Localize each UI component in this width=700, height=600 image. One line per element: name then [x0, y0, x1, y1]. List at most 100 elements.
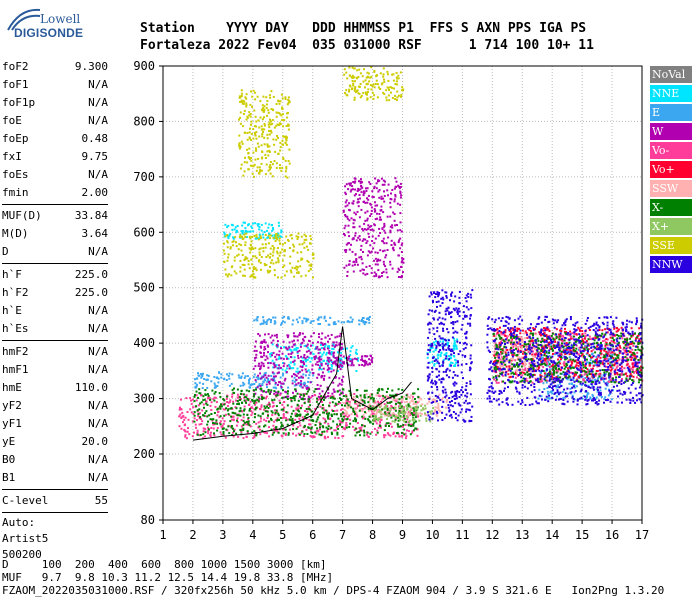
echo-point: [369, 432, 372, 435]
echo-point: [221, 427, 224, 430]
echo-point: [395, 399, 398, 402]
echo-point: [393, 213, 396, 215]
echo-point: [275, 162, 278, 165]
echo-point: [345, 394, 348, 397]
echo-point: [597, 356, 599, 358]
parameter-name: D: [2, 245, 9, 258]
echo-point: [543, 348, 546, 351]
echo-point: [265, 323, 268, 325]
echo-point: [323, 315, 326, 318]
echo-point: [637, 359, 640, 361]
echo-point: [342, 415, 345, 418]
echo-point: [236, 225, 239, 227]
echo-point: [346, 412, 348, 415]
echo-point: [631, 348, 634, 351]
echo-point: [324, 319, 327, 322]
echo-point: [359, 182, 362, 184]
echo-point: [268, 149, 271, 152]
echo-point: [371, 195, 374, 198]
echo-point: [548, 335, 551, 338]
echo-point: [373, 427, 376, 430]
echo-point: [380, 275, 383, 277]
echo-point: [371, 240, 374, 242]
echo-point: [220, 403, 222, 406]
echo-point: [325, 353, 328, 356]
echo-point: [298, 410, 301, 413]
echo-point: [273, 234, 276, 237]
echo-point: [377, 402, 380, 405]
echo-point: [257, 119, 260, 122]
echo-point: [559, 372, 562, 375]
echo-point: [324, 418, 327, 421]
echo-point: [294, 388, 297, 391]
echo-point: [585, 397, 588, 400]
echo-point: [256, 398, 259, 401]
echo-point: [392, 211, 395, 214]
echo-point: [445, 352, 448, 354]
echo-point: [400, 425, 403, 428]
echo-point: [535, 352, 538, 355]
echo-point: [604, 328, 607, 331]
echo-point: [254, 98, 257, 101]
echo-point: [496, 328, 499, 330]
echo-point: [318, 398, 321, 401]
echo-point: [344, 205, 347, 208]
echo-point: [254, 237, 257, 240]
echo-point: [413, 429, 415, 432]
echo-point: [275, 358, 278, 361]
echo-point: [215, 419, 218, 422]
echo-point: [433, 364, 436, 367]
echo-point: [239, 116, 242, 119]
echo-point: [414, 400, 417, 403]
echo-point: [404, 432, 407, 435]
echo-point: [280, 235, 283, 238]
echo-point: [323, 348, 326, 351]
echo-point: [558, 338, 561, 341]
echo-point: [565, 342, 568, 344]
echo-point: [626, 338, 629, 341]
echo-point: [307, 380, 309, 383]
echo-point: [398, 435, 401, 438]
echo-point: [377, 400, 379, 403]
echo-point: [263, 143, 266, 146]
echo-point: [417, 396, 420, 399]
echo-point: [362, 229, 365, 232]
echo-point: [398, 417, 401, 420]
echo-point: [393, 420, 396, 423]
echo-point: [547, 392, 550, 395]
echo-point: [265, 229, 268, 232]
echo-point: [234, 226, 237, 229]
echo-point: [245, 423, 248, 426]
echo-point: [624, 372, 627, 375]
echo-point: [439, 353, 442, 356]
echo-point: [184, 416, 187, 419]
echo-point: [539, 370, 542, 373]
echo-point: [342, 355, 345, 358]
echo-point: [308, 398, 311, 401]
echo-point: [367, 396, 370, 398]
echo-point: [302, 339, 305, 342]
echo-point: [376, 212, 378, 215]
echo-point: [265, 96, 268, 99]
echo-point: [584, 345, 586, 348]
divider: [2, 204, 108, 205]
echo-point: [391, 389, 394, 392]
echo-point: [194, 394, 196, 396]
echo-point: [335, 358, 338, 361]
echo-point: [343, 249, 346, 252]
echo-point: [445, 401, 448, 404]
echo-point: [181, 411, 184, 414]
echo-point: [387, 194, 389, 197]
echo-point: [254, 158, 257, 161]
echo-point: [362, 268, 365, 271]
echo-point: [408, 401, 411, 404]
echo-point: [400, 266, 402, 268]
echo-point: [588, 362, 591, 365]
parameter-name: yE: [2, 435, 16, 448]
echo-point: [242, 419, 245, 422]
echo-point: [359, 428, 362, 431]
echo-point: [229, 399, 232, 402]
echo-point: [358, 404, 361, 407]
echo-point: [626, 346, 629, 349]
echo-point: [237, 435, 240, 438]
